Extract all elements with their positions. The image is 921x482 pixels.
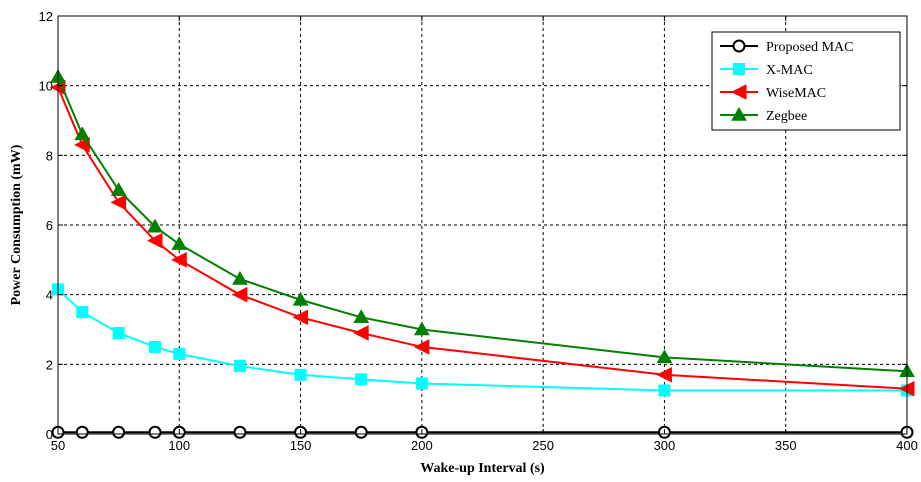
x-tick-label: 150 bbox=[290, 438, 312, 453]
data-point bbox=[112, 425, 126, 439]
data-point bbox=[658, 384, 671, 397]
data-point bbox=[292, 291, 309, 306]
data-point bbox=[171, 236, 188, 250]
data-point bbox=[656, 349, 673, 364]
data-point bbox=[173, 347, 186, 360]
y-tick-label: 8 bbox=[46, 148, 53, 163]
data-point bbox=[413, 321, 430, 336]
data-point bbox=[75, 425, 89, 439]
data-point bbox=[292, 309, 309, 326]
x-tick-label: 400 bbox=[896, 438, 918, 453]
legend-label: WiseMAC bbox=[766, 86, 826, 101]
x-tick-label: 50 bbox=[51, 438, 65, 453]
series-proposed-mac bbox=[51, 425, 914, 439]
y-tick-label: 4 bbox=[46, 288, 53, 303]
series-layer bbox=[49, 68, 915, 439]
data-point bbox=[232, 270, 248, 285]
legend-label: Zegbee bbox=[766, 109, 807, 124]
y-axis-label: Power Consumption (mW) bbox=[9, 144, 24, 305]
legend-marker bbox=[732, 39, 746, 53]
legend: Proposed MAC X-MAC WiseMAC Zegbee bbox=[711, 31, 901, 131]
data-point bbox=[148, 425, 162, 439]
data-point bbox=[171, 252, 187, 268]
y-tick-label: 0 bbox=[46, 427, 53, 442]
data-point bbox=[415, 377, 428, 390]
data-point bbox=[294, 368, 307, 381]
x-tick-label: 350 bbox=[775, 438, 797, 453]
data-point bbox=[110, 194, 127, 211]
legend-label: Proposed MAC bbox=[766, 40, 854, 55]
data-point bbox=[231, 286, 248, 303]
data-point bbox=[413, 339, 430, 355]
legend-marker bbox=[733, 63, 745, 75]
y-tick-label: 12 bbox=[39, 9, 53, 24]
y-tick-label: 6 bbox=[46, 218, 53, 233]
data-point bbox=[355, 373, 368, 386]
data-point bbox=[233, 360, 246, 373]
x-tick-label: 200 bbox=[411, 438, 433, 453]
x-axis-label: Wake-up Interval (s) bbox=[420, 461, 545, 476]
tick-labels: 50 100 150 200 250 300 350 400 0 2 4 6 8 10 12 bbox=[39, 9, 918, 453]
data-point bbox=[233, 425, 247, 439]
legend-marker bbox=[730, 84, 747, 100]
data-point bbox=[74, 126, 91, 141]
data-point bbox=[656, 366, 672, 383]
data-point bbox=[112, 326, 125, 339]
data-point bbox=[147, 218, 163, 233]
x-tick-label: 300 bbox=[654, 438, 676, 453]
data-point bbox=[353, 309, 370, 324]
series-zegbee bbox=[50, 68, 915, 378]
data-point bbox=[110, 182, 127, 196]
x-tick-label: 250 bbox=[532, 438, 554, 453]
legend-label: X-MAC bbox=[766, 63, 813, 78]
y-tick-label: 2 bbox=[46, 357, 53, 372]
x-tick-label: 100 bbox=[168, 438, 190, 453]
data-point bbox=[354, 425, 368, 439]
legend-marker bbox=[731, 106, 747, 121]
data-point bbox=[149, 340, 162, 353]
data-point bbox=[353, 325, 369, 341]
data-point bbox=[76, 306, 89, 319]
data-point bbox=[146, 232, 163, 249]
y-tick-label: 10 bbox=[39, 79, 53, 94]
